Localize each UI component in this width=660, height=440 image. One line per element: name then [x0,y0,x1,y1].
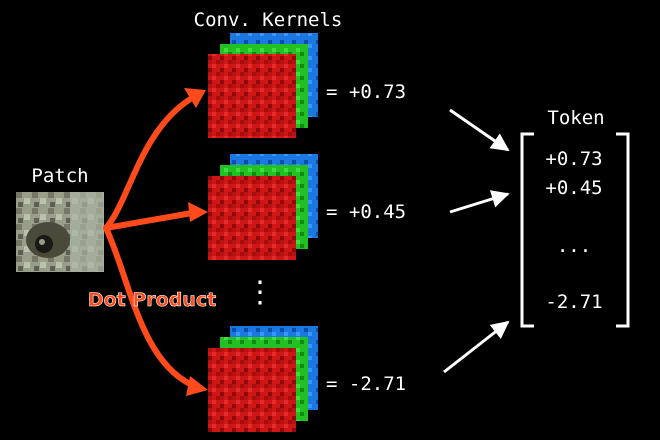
token-ellipsis: ... [557,235,591,257]
dot-product-arrowheads [184,88,208,396]
token-arrows [443,108,510,374]
dot-product-arrows [103,95,195,388]
arrowhead-1 [184,88,206,108]
kernel-2-result: = +0.45 [326,201,406,223]
arrow-to-token-1 [449,108,510,152]
dot-product-label: Dot Product [88,289,216,311]
arrow-to-token-3 [443,320,510,374]
arrowhead-3 [186,376,208,396]
patch-label: Patch [31,165,88,187]
kernel-stack-2 [208,154,318,260]
kernel-1-result: = +0.73 [326,81,406,103]
arrow-to-kernel-1 [103,95,195,231]
token-value-4: -2.71 [545,291,602,313]
token-bracket-right [616,132,630,328]
arrow-to-kernel-3 [103,225,195,388]
kernel-stack-1 [208,33,318,138]
arrow-to-token-2 [449,190,510,214]
arrow-to-kernel-2 [103,210,195,231]
token-value-1: +0.73 [545,148,602,170]
kernel-3-result: = -2.71 [326,373,406,395]
kernel-ellipsis: ⋮ [245,275,275,310]
token-label: Token [547,107,604,129]
token-brackets [520,132,630,328]
kernel-stack-3 [208,326,318,432]
token-bracket-left [520,132,534,328]
patch-image [16,192,104,272]
token-value-2: +0.45 [545,177,602,199]
arrowhead-2 [188,202,208,222]
diagram-title: Conv. Kernels [194,9,343,31]
